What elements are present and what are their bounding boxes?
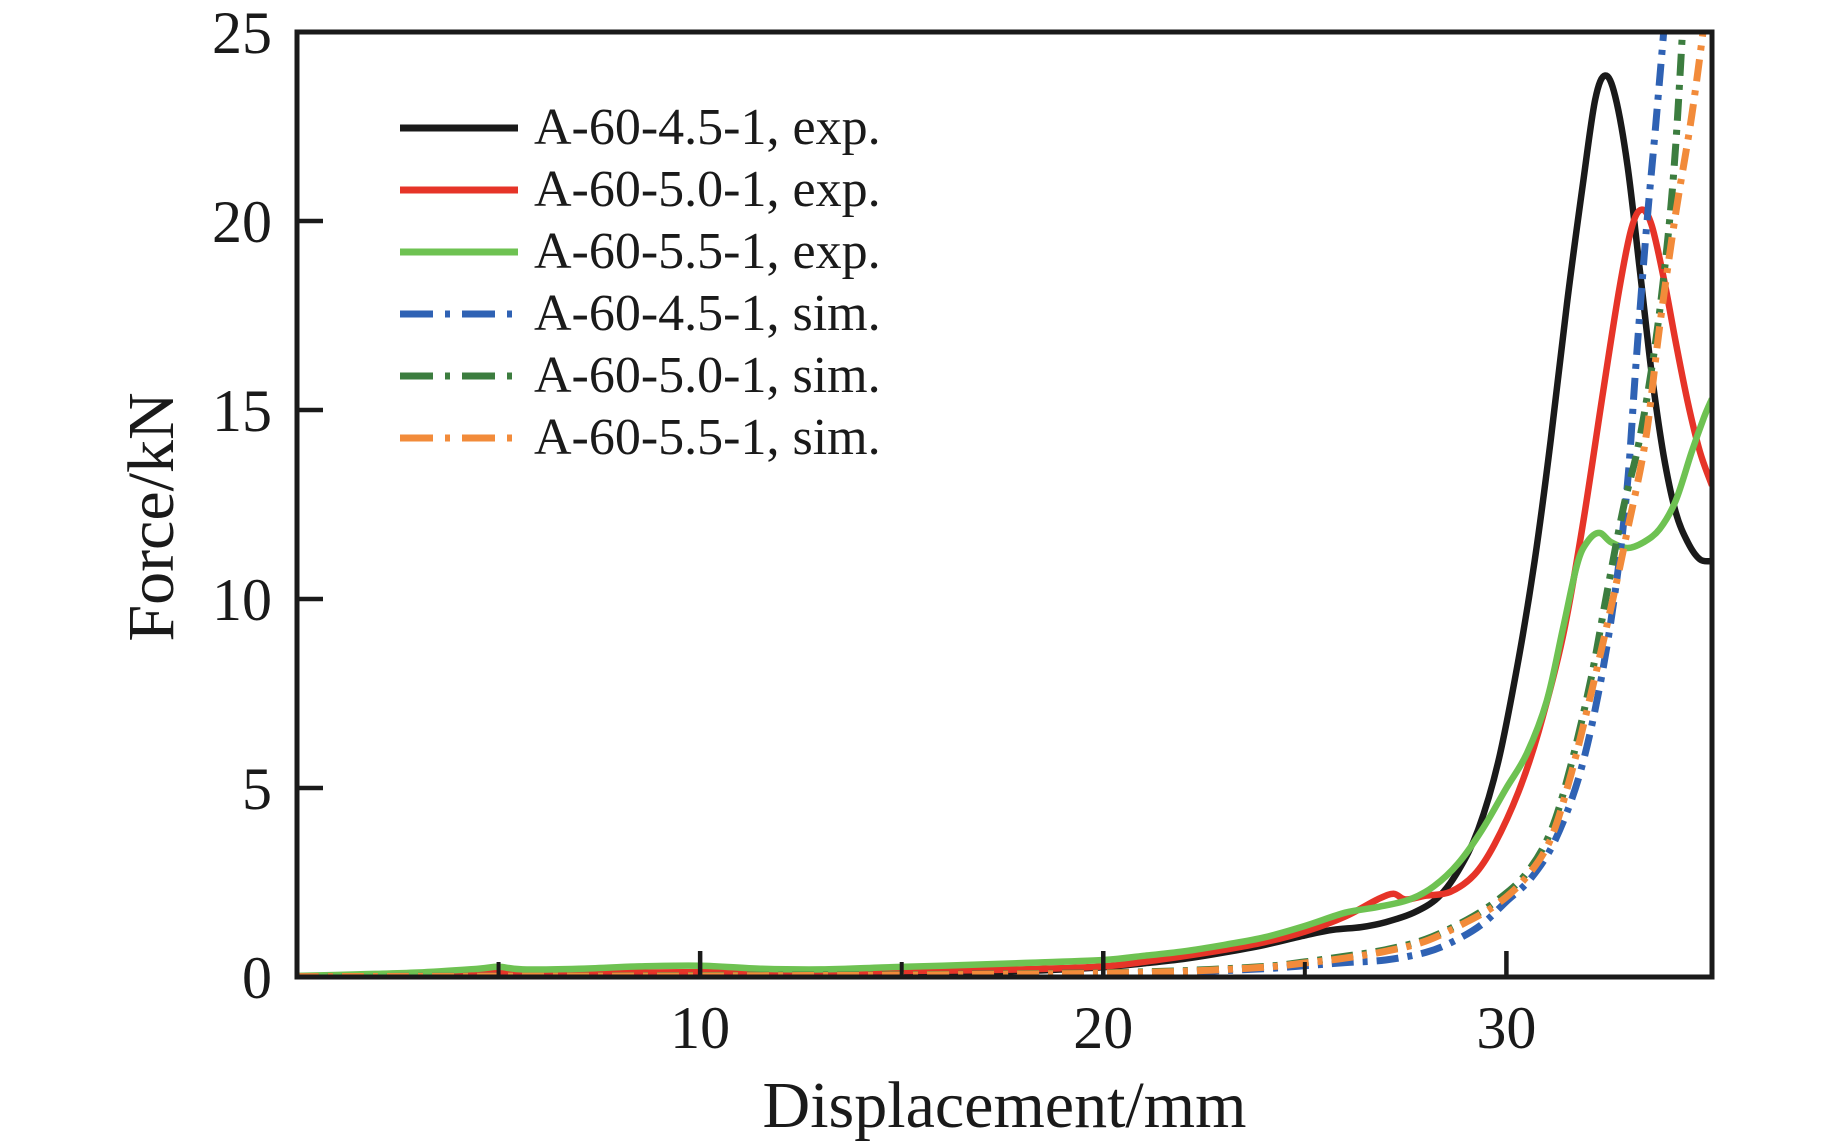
x-tick-label: 30 <box>1476 995 1536 1061</box>
y-axis-title: Force/kN <box>115 392 188 642</box>
legend-item-label: A-60-4.5-1, sim. <box>534 285 881 342</box>
legend-line-sample <box>400 186 518 194</box>
legend-item: A-60-5.0-1, sim. <box>400 345 881 407</box>
plot-area <box>297 32 1712 977</box>
x-tick-label: 20 <box>1073 995 1133 1061</box>
plot-border <box>294 29 1715 980</box>
x-axis-title: Displacement/mm <box>762 1069 1247 1142</box>
legend: A-60-4.5-1, exp. A-60-5.0-1, exp. A-60-5… <box>400 97 881 469</box>
legend-line-sample <box>400 248 518 256</box>
y-tick-label: 5 <box>242 756 272 822</box>
legend-line-sample <box>400 372 518 380</box>
legend-item: A-60-5.0-1, exp. <box>400 159 881 221</box>
x-tick-label: 10 <box>670 995 730 1061</box>
legend-item: A-60-4.5-1, exp. <box>400 97 881 159</box>
y-tick-label: 0 <box>242 945 272 1011</box>
legend-item-label: A-60-5.5-1, exp. <box>534 223 881 280</box>
legend-item-label: A-60-5.5-1, sim. <box>534 409 881 466</box>
y-tick-label: 25 <box>212 0 272 66</box>
curve-a-60-5.5-1-exp. <box>297 397 1712 977</box>
legend-item: A-60-5.5-1, exp. <box>400 221 881 283</box>
legend-item: A-60-4.5-1, sim. <box>400 283 881 345</box>
legend-item-label: A-60-5.0-1, exp. <box>534 161 881 218</box>
y-tick-label: 20 <box>212 189 272 255</box>
curve-a-60-5.5-1-sim. <box>297 32 1707 977</box>
y-tick-label: 10 <box>212 567 272 633</box>
legend-line-sample <box>400 124 518 132</box>
legend-item-label: A-60-5.0-1, sim. <box>534 347 881 404</box>
legend-line-sample <box>400 310 518 318</box>
legend-item-label: A-60-4.5-1, exp. <box>534 99 881 156</box>
legend-line-sample <box>400 434 518 442</box>
legend-item: A-60-5.5-1, sim. <box>400 407 881 469</box>
y-tick-label: 15 <box>212 378 272 444</box>
